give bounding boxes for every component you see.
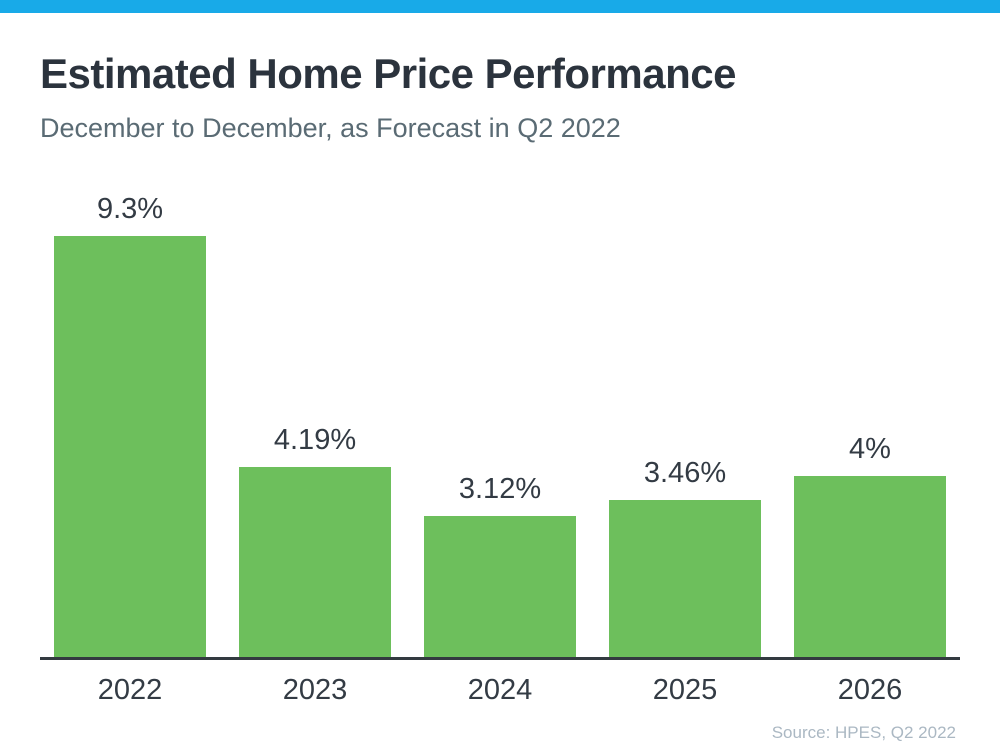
bar-chart: 9.3% 4.19% 3.12% 3.46% 4% 2022 2023 2024 2025 20… [40, 178, 960, 707]
source-note: Source: HPES, Q2 2022 [771, 723, 956, 743]
bar-value-label: 4.19% [273, 424, 357, 457]
bar-value-label: 3.12% [458, 473, 542, 506]
chart-title: Estimated Home Price Performance [40, 50, 736, 97]
bar [239, 467, 391, 658]
x-axis-label: 2022 [97, 674, 163, 707]
bar [54, 236, 206, 658]
bar [424, 516, 576, 658]
x-axis-label: 2026 [837, 674, 903, 707]
x-axis-label: 2023 [282, 674, 348, 707]
bar-value-label: 3.46% [643, 457, 727, 490]
bar-group-2022: 9.3% [54, 193, 206, 658]
chart-subtitle: December to December, as Forecast in Q2 … [40, 113, 621, 144]
bar [794, 476, 946, 658]
bar-group-2024: 3.12% [424, 473, 576, 658]
x-axis-label: 2024 [467, 674, 533, 707]
content-area: Estimated Home Price Performance Decembe… [0, 50, 1000, 743]
bars-plot-area: 9.3% 4.19% 3.12% 3.46% 4% [40, 178, 960, 661]
bar-group-2025: 3.46% [609, 457, 761, 658]
bar [609, 500, 761, 658]
bar-group-2023: 4.19% [239, 424, 391, 658]
bar-value-label: 4% [849, 433, 891, 466]
bar-value-label: 9.3% [96, 193, 164, 226]
bar-group-2026: 4% [794, 433, 946, 658]
x-axis-label: 2025 [652, 674, 718, 707]
x-axis-labels: 2022 2023 2024 2025 2026 [40, 674, 960, 707]
top-accent-bar [0, 0, 1000, 13]
